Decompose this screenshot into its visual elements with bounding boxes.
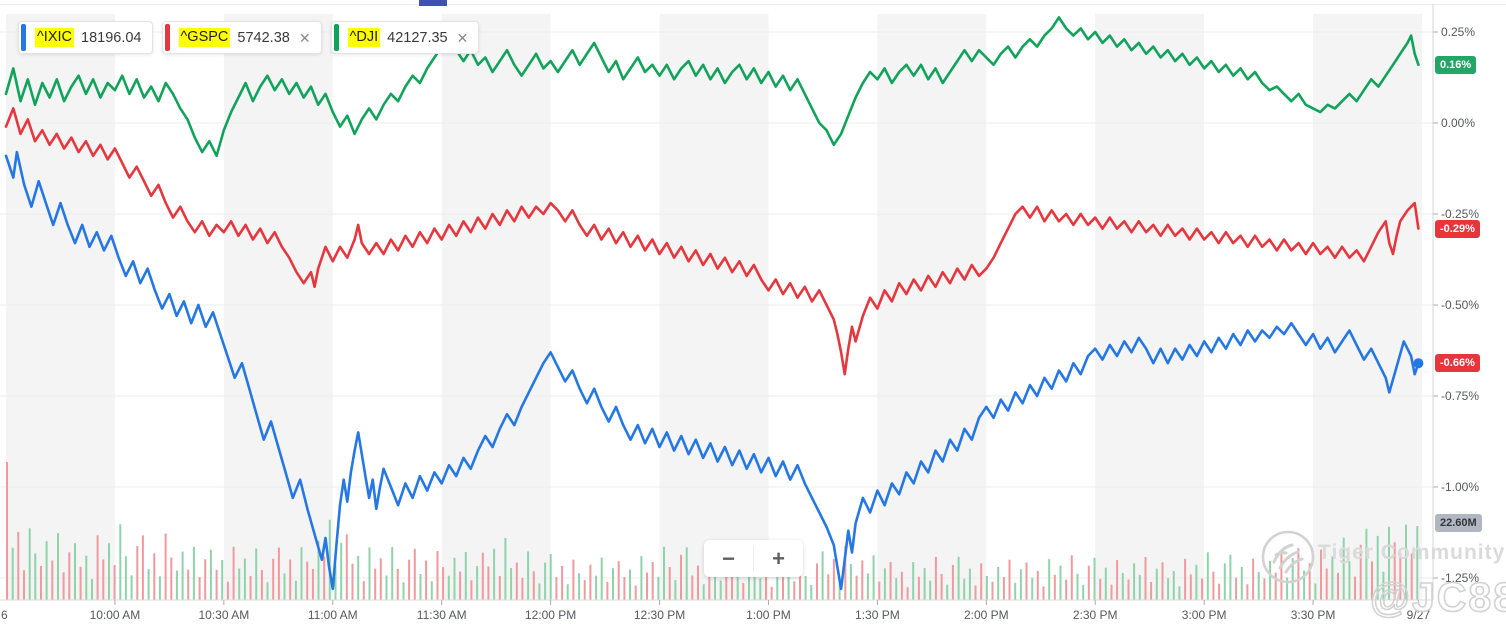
ticker-last-value: 5742.38	[237, 29, 290, 46]
ticker-last-value: 18196.04	[81, 29, 142, 46]
x-axis-label: 3:00 PM	[1181, 608, 1227, 622]
ticker-chip-ixic[interactable]: ^IXIC 18196.04	[18, 21, 153, 54]
zoom-divider	[753, 546, 754, 571]
legend: ^IXIC 18196.04 ^GSPC 5742.38 ✕ ^DJI 42127.35 ✕	[18, 21, 480, 54]
value-badge: -0.29%	[1435, 219, 1480, 238]
value-badge: 0.16%	[1435, 55, 1477, 74]
tiger-logo-icon	[1261, 530, 1315, 584]
ticker-symbol: ^IXIC	[35, 27, 75, 48]
ticker-symbol: ^DJI	[347, 27, 381, 48]
x-axis-label: 6	[1, 608, 8, 622]
y-axis-label: -0.75%	[1441, 389, 1480, 403]
zoom-in-button[interactable]: +	[754, 540, 803, 577]
x-axis-label: 1:00 PM	[746, 608, 791, 622]
x-axis-label: 9/27	[1406, 608, 1431, 622]
x-axis-label: 10:30 AM	[198, 608, 250, 622]
axis-frame	[0, 4, 1438, 605]
series-line-gspc	[4, 107, 1420, 376]
top-divider	[0, 4, 1506, 5]
x-axis-label: 3:30 PM	[1290, 608, 1336, 622]
ticker-chip-gspc[interactable]: ^GSPC 5742.38 ✕	[161, 21, 322, 54]
series-color-bar	[164, 24, 170, 51]
remove-ticker-icon[interactable]: ✕	[456, 29, 469, 46]
y-axis-label: -1.00%	[1441, 480, 1480, 494]
x-axis-label: 12:30 PM	[633, 608, 686, 622]
watermark-community: Tiger Community	[1318, 541, 1506, 564]
zoom-out-button[interactable]: −	[704, 540, 753, 577]
y-axis-label: -0.50%	[1441, 298, 1480, 312]
series-line-dji	[4, 16, 1420, 158]
x-axis-label: 11:30 AM	[416, 608, 467, 622]
top-blue-fragment	[419, 0, 447, 6]
watermark-username: @JC888	[1369, 573, 1506, 621]
ticker-last-value: 42127.35	[387, 29, 448, 46]
ticker-chip-dji[interactable]: ^DJI 42127.35 ✕	[330, 21, 480, 54]
y-axis-label: 0.25%	[1441, 25, 1476, 39]
y-axis-label: -1.25%	[1441, 571, 1480, 585]
x-axis-label: 10:00 AM	[89, 608, 141, 622]
last-price-dot	[1413, 358, 1424, 369]
ticker-symbol: ^GSPC	[178, 27, 231, 48]
x-axis-label: 12:00 PM	[524, 608, 577, 622]
series-color-bar	[21, 24, 26, 51]
x-axis-label: 11:00 AM	[307, 608, 358, 622]
x-axis-label: 2:30 PM	[1072, 608, 1118, 622]
x-axis-label: 1:30 PM	[855, 608, 900, 622]
x-axis-label: 2:00 PM	[963, 608, 1009, 622]
value-badge: 22.60M	[1435, 514, 1482, 533]
y-axis-label: 0.00%	[1441, 116, 1476, 130]
volume-bars	[6, 462, 1419, 601]
series-color-bar	[333, 24, 339, 51]
series-lines	[4, 16, 1424, 591]
series-line-ixic	[4, 150, 1420, 591]
y-axis-label: -0.25%	[1441, 207, 1480, 221]
remove-ticker-icon[interactable]: ✕	[298, 29, 311, 46]
zoom-controls: − +	[704, 540, 803, 577]
background-stripes	[6, 14, 1422, 600]
value-badge: -0.66%	[1435, 354, 1480, 373]
